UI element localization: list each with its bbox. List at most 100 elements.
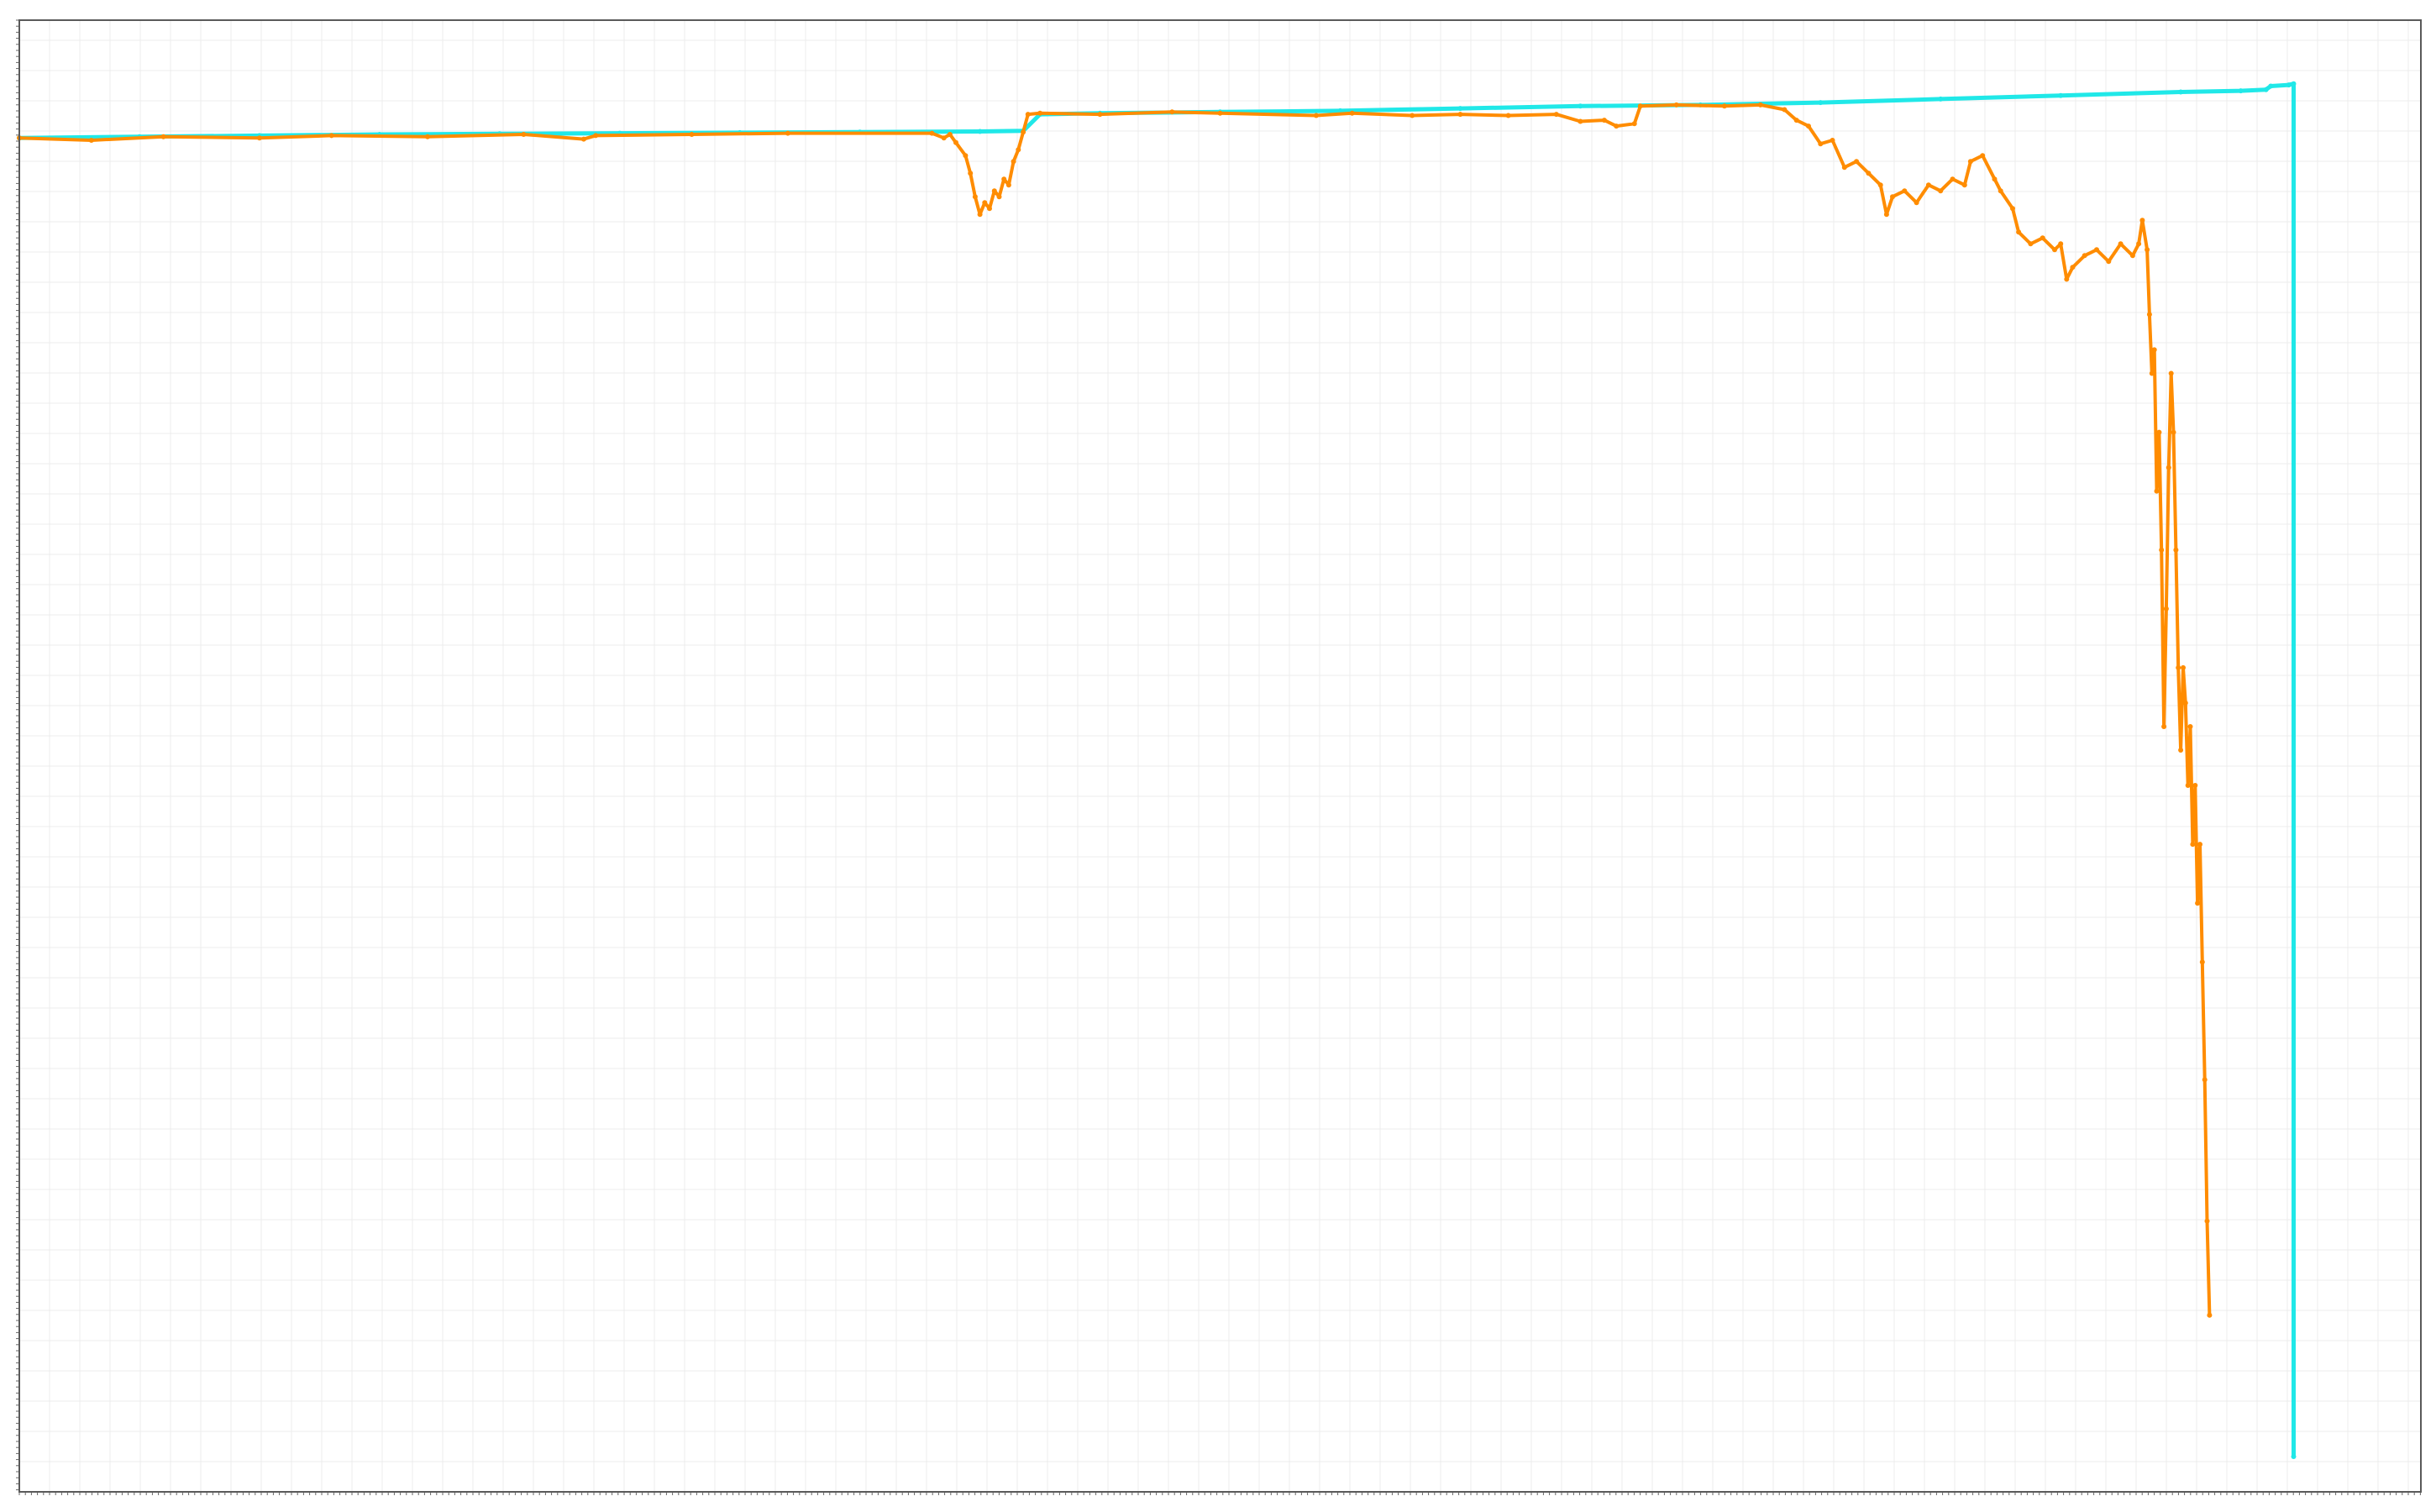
data-point [1578,118,1583,124]
data-point [2187,724,2193,729]
data-point [2094,247,2099,253]
data-point [1866,171,1872,176]
data-point [1349,110,1355,116]
data-point [1854,159,1860,165]
data-point [2136,241,2142,247]
data-point [1793,118,1799,123]
data-point [2178,89,2184,95]
data-point [1217,110,1223,116]
data-point [982,200,988,206]
grid-lines [18,20,2421,1493]
data-point [2139,218,2145,223]
data-point [2173,547,2179,553]
data-point [1721,103,1727,109]
data-point [2168,370,2174,376]
series-layer [17,81,2297,1459]
data-point [1505,113,1511,118]
data-point [1001,176,1007,182]
data-point [580,136,586,142]
data-point [1097,112,1103,118]
data-point [1637,103,1643,109]
data-point [1902,188,1908,194]
data-point [2010,206,2015,212]
data-point [1830,138,1835,143]
data-point [1938,188,1944,194]
data-point [2151,347,2157,353]
data-point [1757,102,1763,108]
data-point [977,212,983,218]
data-point [2181,664,2186,670]
data-point [1578,103,1583,109]
data-point [977,129,983,134]
data-point [2159,547,2165,553]
data-point [1782,107,1788,113]
data-point [1992,176,1998,182]
data-point [2058,241,2064,247]
data-point [1914,200,1919,206]
data-point [2154,488,2160,494]
data-point [2192,783,2198,788]
data-point [1806,123,1811,129]
data-point [1841,165,1847,171]
data-point [2185,783,2191,788]
data-point [689,132,695,137]
data-point [1553,112,1559,118]
data-point [2028,241,2034,247]
data-point [1883,212,1889,218]
data-point [2238,88,2244,94]
data-point [2176,664,2181,670]
data-point [1457,106,1463,112]
data-point [2016,229,2022,235]
data-point [256,135,262,141]
data-point [1938,96,1944,102]
data-point [1950,176,1956,182]
data-point [1673,102,1679,108]
data-point [968,171,974,176]
data-point [425,134,430,139]
data-point [2163,606,2169,612]
series-1 [17,81,2297,1459]
data-point [2145,247,2150,253]
data-point [2166,465,2171,470]
data-point [2052,247,2057,253]
data-point [1631,121,1637,127]
data-point [1337,108,1343,113]
data-point [2161,724,2167,729]
data-point [1998,188,2003,194]
data-point [2204,1218,2210,1224]
data-point [2178,748,2184,753]
data-point [88,138,94,143]
data-point [929,130,935,136]
data-point [2082,253,2087,259]
data-point [947,132,953,137]
data-point [1877,182,1883,188]
data-point [1601,118,1607,123]
data-point [2129,253,2135,259]
data-point [2182,700,2188,706]
data-point [1961,182,1967,188]
data-point [963,153,969,159]
data-point [1925,182,1931,188]
data-point [972,194,978,200]
data-point [2263,87,2269,92]
data-point [1457,112,1463,118]
data-point [987,206,992,212]
data-point [2291,1454,2297,1459]
data-point [2171,429,2176,435]
data-point [2149,370,2155,376]
plot-frame [18,19,2422,1493]
data-point [2064,276,2070,282]
data-point [2146,312,2152,318]
data-point [2197,842,2202,848]
data-point [1011,159,1016,165]
data-point [2040,235,2045,241]
data-point [2291,81,2297,87]
data-point [1025,112,1031,118]
data-point [593,133,599,139]
data-point [1890,194,1895,200]
series-2 [17,102,2213,1318]
data-point [2156,429,2162,435]
data-point [2190,842,2196,848]
data-point [941,135,947,141]
